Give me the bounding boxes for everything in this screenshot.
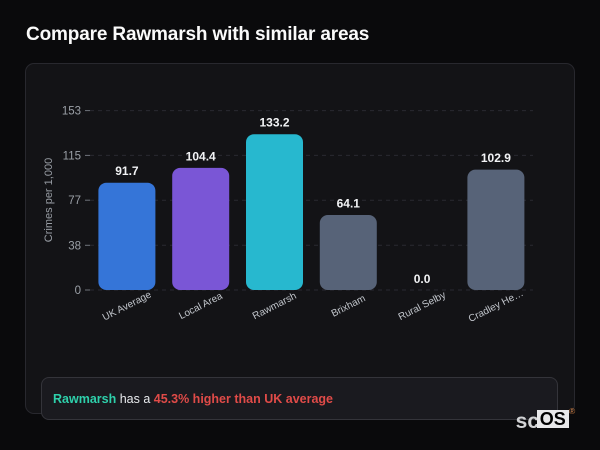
svg-text:Brixham: Brixham xyxy=(330,293,368,319)
svg-text:115: 115 xyxy=(63,150,81,162)
svg-text:Local Area: Local Area xyxy=(177,291,224,322)
svg-text:UK Average: UK Average xyxy=(101,289,154,323)
svg-text:102.9: 102.9 xyxy=(481,151,511,165)
svg-text:Rural Selby: Rural Selby xyxy=(397,290,448,323)
svg-text:77: 77 xyxy=(68,195,81,207)
svg-text:Rawmarsh: Rawmarsh xyxy=(251,291,299,323)
svg-text:153: 153 xyxy=(62,106,81,118)
svg-text:64.1: 64.1 xyxy=(337,197,361,211)
svg-text:0.0: 0.0 xyxy=(414,272,431,286)
svg-text:0: 0 xyxy=(75,285,81,297)
svg-text:Crimes per 1,000: Crimes per 1,000 xyxy=(43,158,55,242)
svg-text:Cradley He…: Cradley He… xyxy=(467,288,525,325)
svg-text:133.2: 133.2 xyxy=(259,116,289,130)
svg-text:91.7: 91.7 xyxy=(115,164,139,178)
svg-text:104.4: 104.4 xyxy=(186,149,216,163)
svg-text:38: 38 xyxy=(68,240,81,252)
